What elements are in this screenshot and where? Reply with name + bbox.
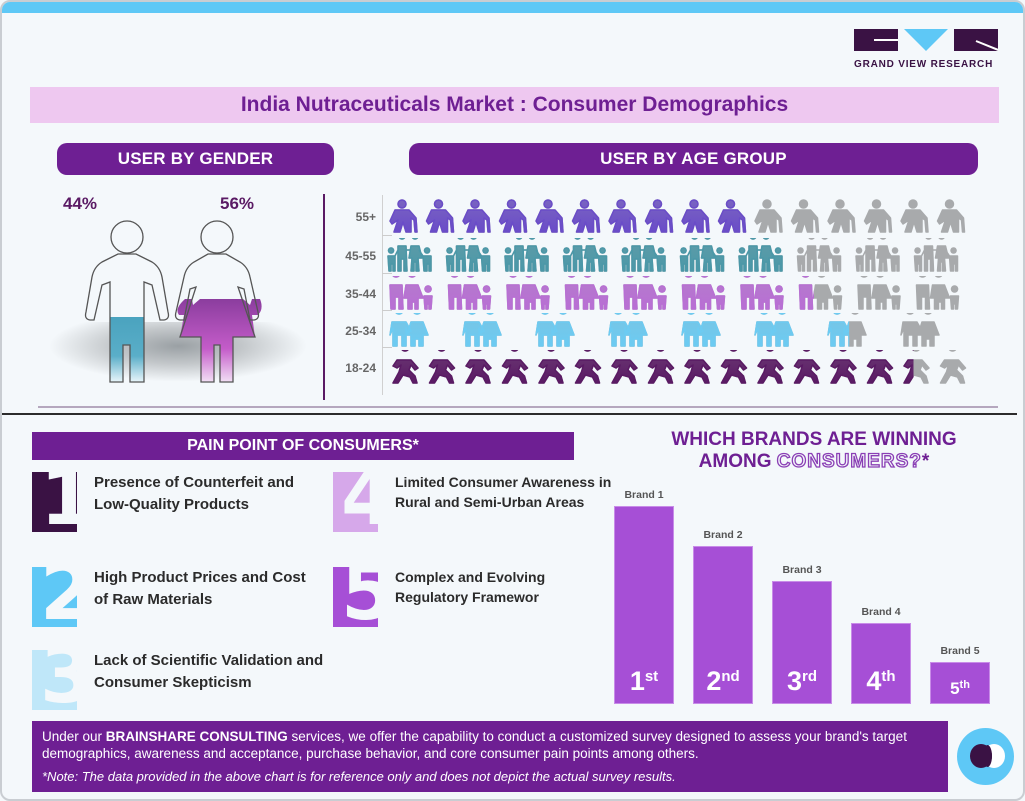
male-percentage: 44% [63, 194, 98, 213]
brand-bar-fill: 3rd [772, 581, 832, 704]
brand-label: Brand 5 [940, 645, 980, 657]
brand-bar-2: Brand 2 2nd [693, 529, 753, 704]
brand-label: Brand 4 [861, 606, 901, 618]
grand-view-research-logo: GRAND VIEW RESEARCH [854, 29, 998, 70]
brainshare-footer: Under our BRAINSHARE CONSULTING services… [32, 721, 948, 792]
running-person-icon [387, 350, 972, 384]
number-2-icon: 2 [32, 567, 77, 627]
brainshare-name: BRAINSHARE CONSULTING [105, 729, 288, 744]
row-separator [382, 347, 392, 348]
section-divider-vertical [323, 194, 325, 400]
number-5-icon: 5 [333, 567, 378, 627]
brands-title-line-1: WHICH BRANDS ARE WINNING [671, 429, 957, 450]
female-figure-icon [174, 220, 262, 383]
pain-point-3: 3 Lack of Scientific Validation and Cons… [32, 650, 324, 710]
brand-rank-label: 5th [950, 679, 970, 698]
brand-bar-fill: 2nd [693, 546, 753, 704]
brand-rank-label: 2nd [706, 666, 740, 696]
pain-point-text: High Product Prices and Cost of Raw Mate… [94, 569, 306, 608]
number-3-icon: 3 [32, 650, 77, 710]
brand-label: Brand 3 [782, 564, 822, 576]
couple-holding-hands-icon [387, 313, 972, 347]
gender-figures [48, 217, 313, 387]
section-baseline [38, 406, 998, 408]
brand-bar-4: Brand 4 4th [851, 606, 911, 704]
footer-note: *Note: The data provided in the above ch… [42, 769, 676, 784]
family-with-child-icon [387, 276, 972, 310]
age-axis-line [382, 195, 383, 395]
brand-bar-fill: 5th [930, 662, 990, 704]
number-4-icon: 4 [333, 472, 378, 532]
brand-rank-label: 1st [629, 666, 659, 696]
logo-text: GRAND VIEW RESEARCH [854, 59, 994, 70]
pain-point-text: Presence of Counterfeit and Low-Quality … [94, 474, 295, 513]
age-label: 18-24 [345, 361, 376, 375]
brand-ranking-chart: Brand 1 1st Brand 2 2nd Brand 3 3rd Brand 4 4th… [614, 482, 994, 704]
pain-points-heading: PAIN POINT OF CONSUMERS* [32, 432, 574, 460]
row-separator [382, 235, 392, 236]
age-row-25-34: 25-34 [332, 311, 982, 351]
brand-bar-fill: 4th [851, 623, 911, 704]
brand-bar-1: Brand 1 1st [614, 489, 674, 704]
age-group-pictogram-chart: 55+ 45-55 35-44 25-34 18-24 [332, 195, 982, 395]
male-figure-icon [84, 220, 170, 383]
top-accent-bar [2, 2, 1023, 13]
pain-point-4: 4 Limited Consumer Awareness in Rural an… [333, 472, 615, 532]
logo-r-mark-icon [954, 29, 998, 51]
pain-point-text: Complex and Evolving Regulatory Framewor [395, 569, 546, 605]
row-separator [382, 310, 392, 311]
age-row-18-24: 18-24 [332, 348, 982, 388]
footer-description: Under our BRAINSHARE CONSULTING services… [42, 729, 907, 761]
page-title-bar: India Nutraceuticals Market : Consumer D… [30, 87, 999, 123]
number-1-icon: 1 [32, 472, 77, 532]
age-row-35-44: 35-44 [332, 274, 982, 314]
brand-bar-5: Brand 5 5th [930, 645, 990, 704]
pain-point-text: Lack of Scientific Validation and Consum… [94, 652, 324, 691]
age-section-heading: USER BY AGE GROUP [409, 143, 978, 175]
page-title: India Nutraceuticals Market : Consumer D… [240, 93, 789, 116]
brands-section-title: WHICH BRANDS ARE WINNING AMONG CONSUMERS… [614, 429, 1014, 473]
logo-g-mark-icon [854, 29, 898, 51]
family-with-two-children-icon [387, 238, 972, 272]
age-row-45-55: 45-55 [332, 236, 982, 276]
age-row-55-plus: 55+ [332, 197, 982, 237]
pain-point-5: 5 Complex and Evolving Regulatory Framew… [333, 567, 565, 627]
figure-shadow [48, 322, 308, 382]
pain-point-2: 2 High Product Prices and Cost of Raw Ma… [32, 567, 324, 627]
age-label: 35-44 [345, 287, 376, 301]
brainshare-consulting-icon [957, 728, 1014, 785]
brand-bar-3: Brand 3 3rd [772, 564, 832, 704]
pain-point-text: Limited Consumer Awareness in Rural and … [395, 474, 612, 510]
brand-rank-label: 4th [866, 666, 896, 696]
row-separator [382, 273, 392, 274]
age-label: 25-34 [345, 324, 376, 338]
age-label: 55+ [355, 210, 376, 224]
brand-label: Brand 1 [624, 489, 664, 501]
brand-label: Brand 2 [703, 529, 743, 541]
brand-bar-fill: 1st [614, 506, 674, 704]
pain-point-1: 1 Presence of Counterfeit and Low-Qualit… [32, 472, 324, 532]
age-label: 45-55 [345, 249, 376, 263]
brand-rank-label: 3rd [786, 666, 818, 696]
gender-section-heading: USER BY GENDER [57, 143, 334, 175]
female-percentage: 56% [220, 194, 255, 213]
elderly-with-cane-icon [387, 199, 972, 233]
brands-title-line-2: AMONG CONSUMERS?* [698, 450, 930, 472]
section-divider-horizontal [2, 413, 1017, 415]
logo-v-mark-icon [904, 29, 948, 51]
